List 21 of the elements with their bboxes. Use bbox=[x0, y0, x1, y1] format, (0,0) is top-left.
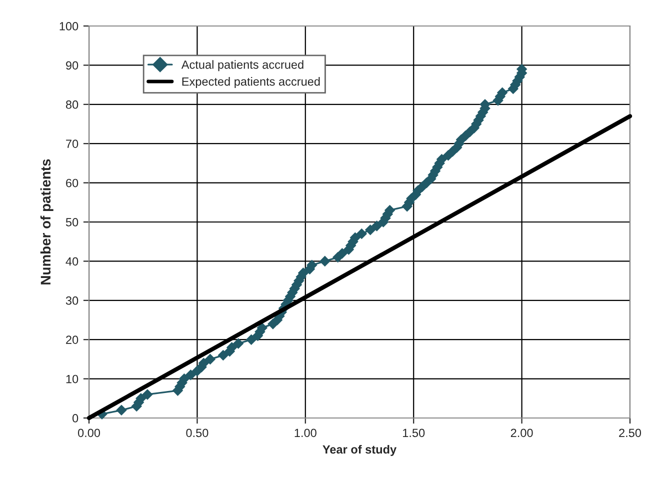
x-tick-label: 1.00 bbox=[294, 428, 316, 438]
y-tick-label: 70 bbox=[66, 140, 78, 148]
x-tick-label: 1.50 bbox=[403, 428, 425, 438]
x-axis-title: Year of study bbox=[322, 444, 397, 456]
y-tick-label: 0 bbox=[72, 414, 78, 422]
x-tick-label: 0.00 bbox=[78, 428, 100, 438]
x-tick-label: 2.50 bbox=[619, 428, 642, 438]
y-tick-label: 50 bbox=[66, 218, 78, 226]
legend-label: Expected patients accrued bbox=[182, 77, 320, 88]
y-tick-label: 10 bbox=[66, 374, 78, 384]
y-tick-label: 100 bbox=[60, 22, 78, 30]
y-tick-label: 40 bbox=[66, 257, 78, 266]
legend-label: Actual patients accrued bbox=[181, 60, 304, 72]
y-axis-title: Number of patients bbox=[40, 159, 54, 284]
y-tick-label: 60 bbox=[66, 178, 78, 188]
y-tick-label: 30 bbox=[66, 296, 78, 305]
x-tick-label: 0.50 bbox=[186, 428, 208, 438]
y-tick-label: 90 bbox=[66, 61, 78, 70]
y-tick-label: 20 bbox=[66, 336, 78, 344]
x-tick-label: 2.00 bbox=[510, 428, 533, 438]
y-tick-label: 80 bbox=[66, 100, 78, 109]
